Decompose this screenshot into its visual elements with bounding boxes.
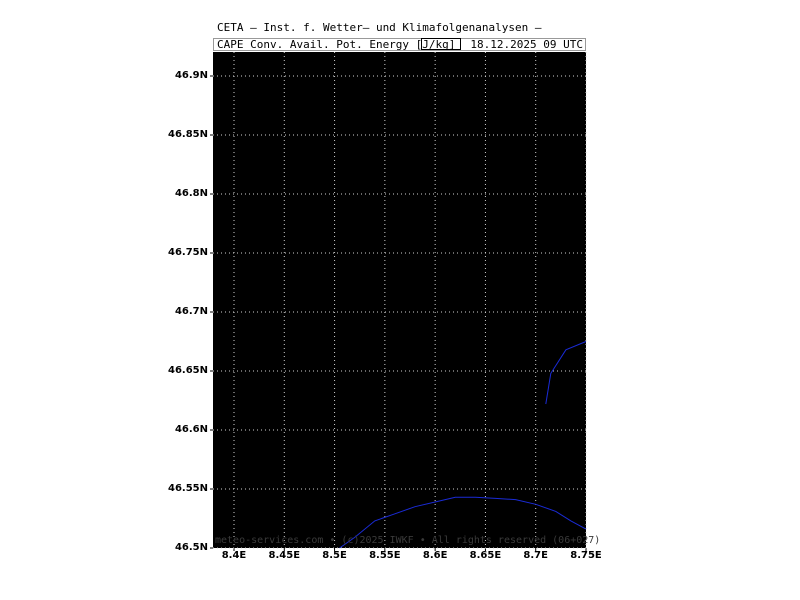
lon-label: 8.45E <box>268 550 301 561</box>
lat-label: 46.8N <box>174 188 208 199</box>
lon-label: 8.5E <box>322 550 347 561</box>
lat-label: 46.9N <box>174 70 208 81</box>
map-background <box>213 52 586 548</box>
grid-lines <box>210 52 587 551</box>
chart-title: CETA — Inst. f. Wetter— und Klimafolgena… <box>217 21 542 34</box>
contour-line-0 <box>339 496 587 549</box>
lat-label: 46.75N <box>168 247 208 258</box>
lon-label: 8.65E <box>469 550 502 561</box>
lon-label: 8.55E <box>369 550 401 561</box>
lon-label: 8.4E <box>221 550 247 561</box>
lon-label: 8.6E <box>422 550 448 561</box>
cape-contours <box>339 341 587 549</box>
contour-line-1 <box>545 341 587 405</box>
copyright-footer: meteo-services.com • (c)2025 IWKF • All … <box>215 535 601 546</box>
lat-label: 46.55N <box>168 483 208 494</box>
lat-label: 46.6N <box>174 424 208 435</box>
lon-label: 8.75E <box>570 550 602 561</box>
lat-label: 46.7N <box>174 306 208 317</box>
lat-label: 46.85N <box>168 129 208 140</box>
variable-label: CAPE Conv. Avail. Pot. Energy [J/kg] <box>217 38 456 51</box>
lat-label: 46.65N <box>168 365 208 376</box>
lat-label: 46.5N <box>174 542 208 553</box>
datetime-label: 18.12.2025 09 UTC <box>470 38 583 51</box>
variable-bar: CAPE Conv. Avail. Pot. Energy [J/kg] 18.… <box>213 38 586 51</box>
unit-box <box>421 38 461 50</box>
lon-label: 8.7E <box>523 550 548 561</box>
